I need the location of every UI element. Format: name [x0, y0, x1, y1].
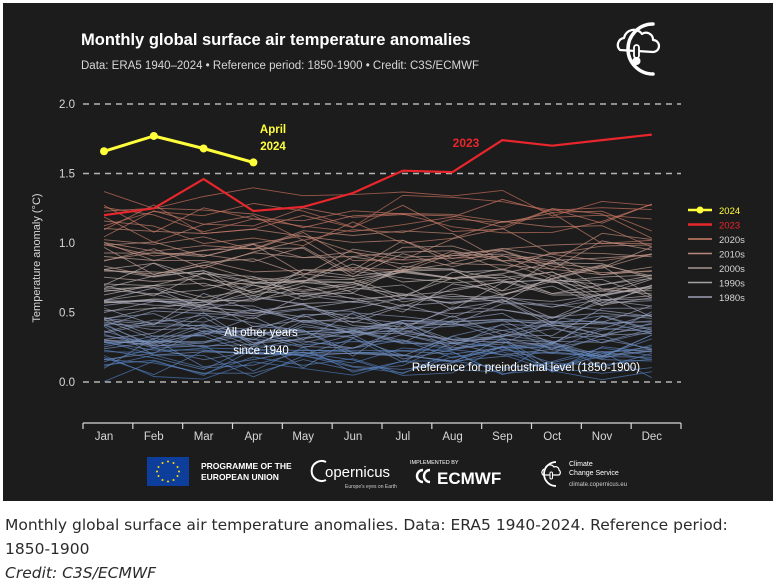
figure-caption: Monthly global surface air temperature a… [5, 513, 770, 561]
legend-label-1980s: 1980s [719, 293, 745, 304]
eu-programme-line2: EUROPEAN UNION [201, 472, 279, 482]
ecmwf-wordmark: ECMWF [437, 469, 501, 488]
x-tick-label: Mar [194, 431, 214, 443]
x-tick-label: Dec [642, 431, 663, 443]
ccs-url: climate.copernicus.eu [569, 482, 627, 488]
ecmwf-symbol [417, 470, 430, 482]
x-tick-label: Aug [442, 431, 462, 443]
x-tick-label: Jun [344, 431, 363, 443]
x-tick-label: Apr [244, 431, 262, 443]
annotation-april-2024: April [260, 124, 286, 136]
y-tick-label: 0.0 [59, 377, 75, 389]
copernicus-tagline: Europe's eyes on Earth [345, 484, 397, 490]
historical-year-lines [104, 188, 652, 382]
x-tick-label: Nov [592, 431, 613, 443]
y-axis-label: Temperature anomaly (°C) [31, 193, 43, 322]
legend-label-2000s: 2000s [719, 264, 745, 275]
series-line-2023 [104, 135, 652, 216]
copernicus-wordmark: opernicus [325, 464, 390, 481]
ccs-line2: Change Service [569, 470, 619, 477]
year-line [104, 221, 652, 247]
y-tick-label: 2.0 [59, 99, 75, 111]
annotation-april-2024-year: 2024 [260, 141, 286, 153]
annotation-reference: Reference for preindustrial level (1850-… [412, 362, 640, 374]
ccs-line1: Climate [569, 461, 593, 468]
point-2024 [249, 158, 257, 166]
point-2024 [150, 132, 158, 140]
annotation-other-years-since: since 1940 [233, 345, 289, 357]
legend-marker-2024 [697, 207, 704, 214]
eu-programme-line1: PROGRAMME OF THE [201, 461, 292, 471]
series-line-2024 [104, 136, 253, 162]
climate-thermometer-logo [618, 24, 659, 74]
chart-subtitle: Data: ERA5 1940–2024 • Reference period:… [81, 60, 479, 72]
y-tick-label: 1.5 [59, 169, 75, 181]
figure-credit: Credit: C3S/ECMWF [5, 564, 156, 582]
year-line [104, 204, 652, 234]
x-tick-label: May [292, 431, 314, 443]
annotation-2023: 2023 [453, 136, 480, 150]
x-tick-label: Feb [144, 431, 164, 443]
eu-logo [147, 457, 189, 486]
point-2024 [100, 147, 108, 155]
y-axis-ticks: 0.0 0.5 1.0 1.5 2.0 [59, 99, 75, 389]
legend-label-2023: 2023 [719, 221, 740, 232]
legend-label-2010s: 2010s [719, 250, 745, 261]
x-tick-label: Sep [492, 431, 512, 443]
chart-canvas: Monthly global surface air temperature a… [3, 3, 773, 501]
copernicus-logo [312, 461, 326, 481]
x-axis: Jan Feb Mar Apr May Jun Jul Aug Sep Oct Nov Dec [83, 423, 681, 443]
chart-figure: Monthly global surface air temperature a… [3, 3, 773, 501]
x-tick-label: Jan [95, 431, 114, 443]
chart-title: Monthly global surface air temperature a… [81, 31, 471, 49]
legend-label-2020s: 2020s [719, 235, 745, 246]
y-tick-label: 0.5 [59, 308, 75, 320]
chart-legend: 2024 2023 2020s 2010s 2000s 1990s 1980s [688, 206, 745, 304]
y-tick-label: 1.0 [59, 238, 75, 250]
x-tick-label: Oct [543, 431, 562, 443]
x-tick-label: Jul [395, 431, 410, 443]
point-2024 [200, 144, 208, 152]
implemented-by-label: IMPLEMENTED BY [410, 460, 459, 466]
climate-change-service-logo [542, 462, 560, 486]
legend-label-1990s: 1990s [719, 279, 745, 290]
annotation-other-years: All other years [224, 327, 298, 339]
legend-label-2024: 2024 [719, 206, 740, 217]
